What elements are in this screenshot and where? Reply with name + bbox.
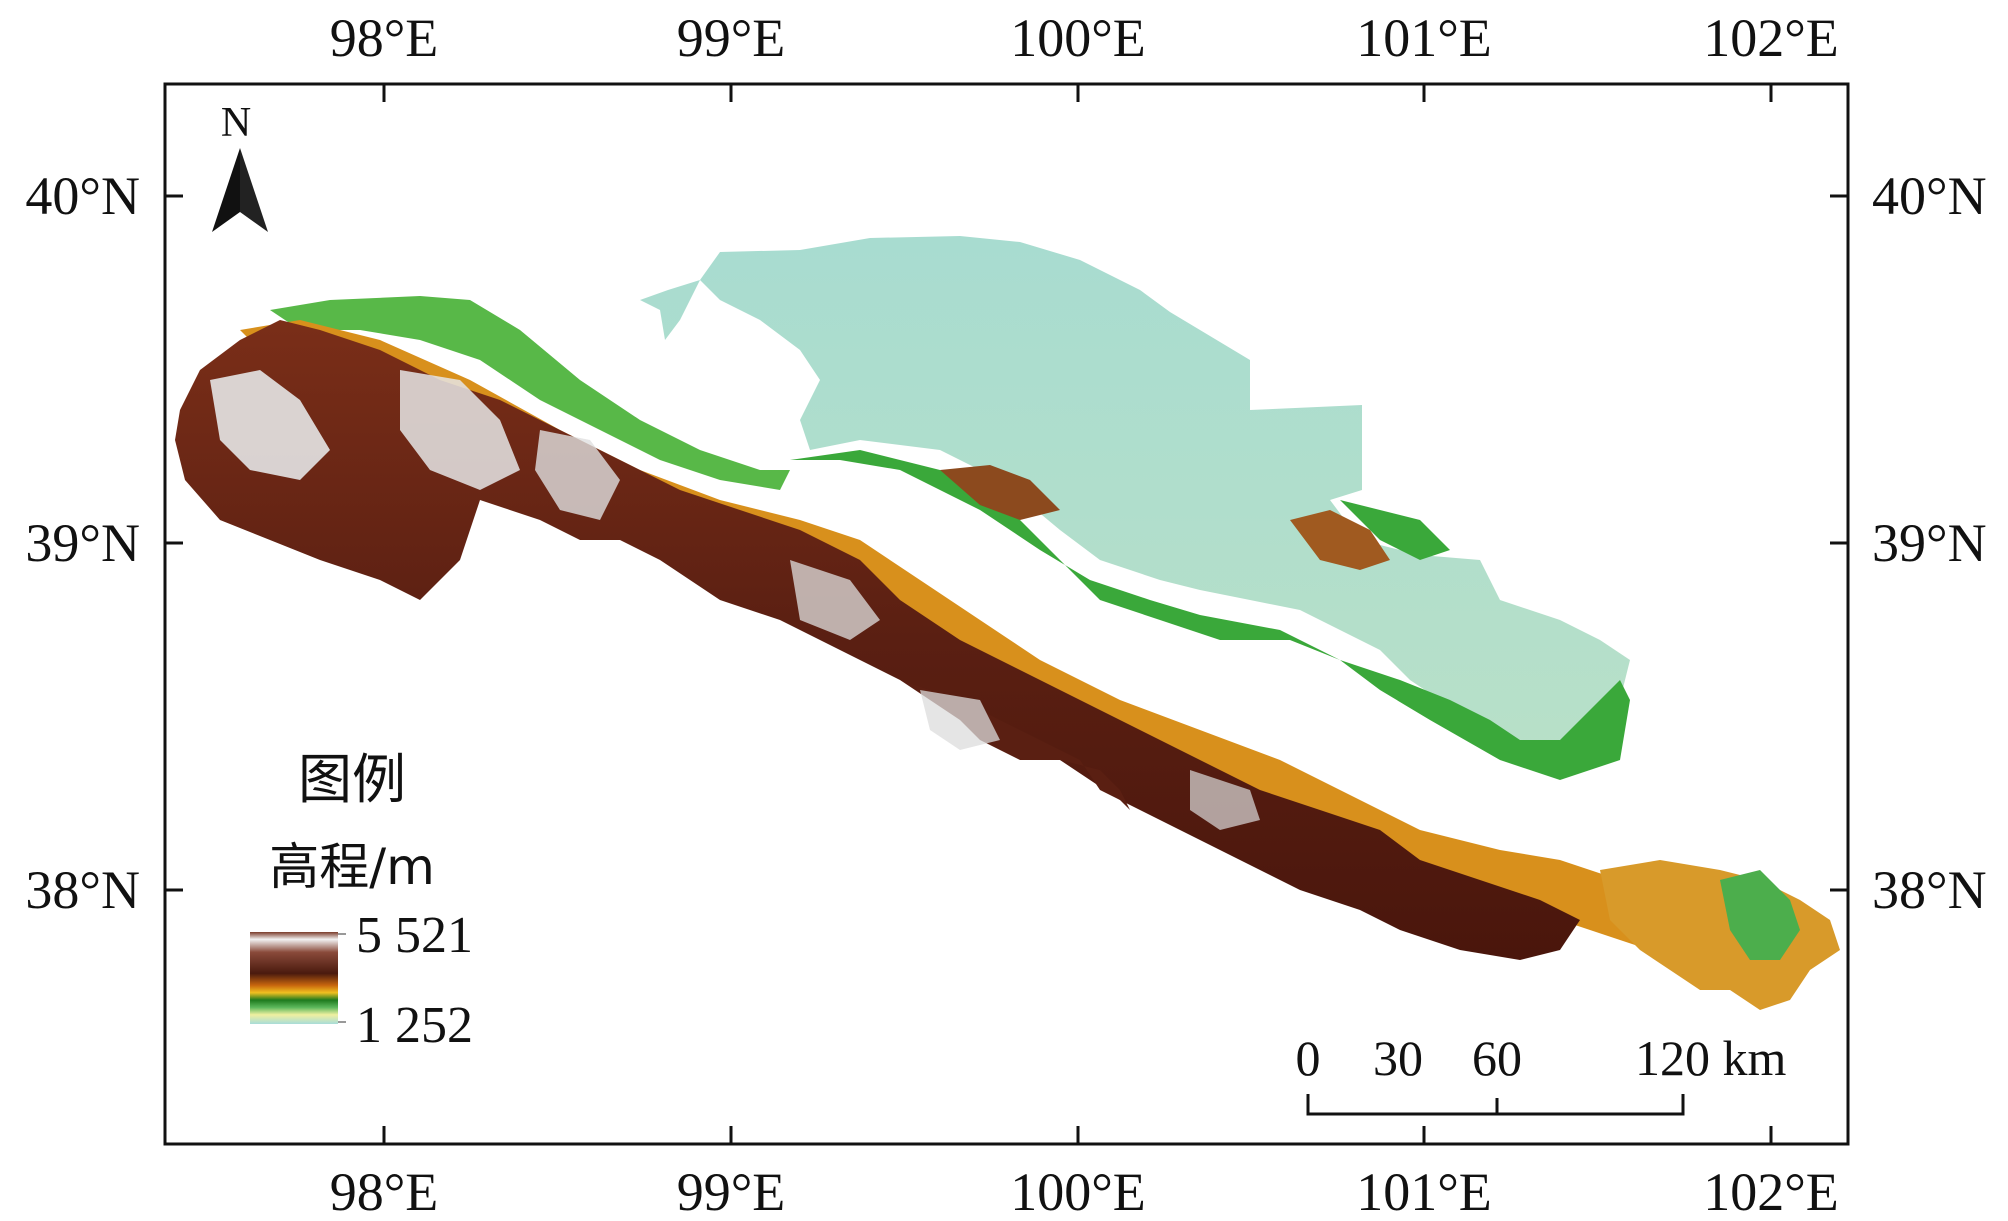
scale-label: 120 km — [1635, 1030, 1787, 1086]
plain-green-patch — [1340, 500, 1450, 560]
north-arrow: N — [212, 100, 268, 232]
east-lobe — [1600, 860, 1840, 1010]
terrain-layer — [175, 236, 1840, 1010]
left-latitude-labels: 40°N 39°N 38°N — [25, 166, 140, 920]
legend-max-label: 5 521 — [356, 907, 473, 964]
lon-label-top: 100°E — [1010, 8, 1146, 68]
central-hill — [940, 465, 1060, 520]
legend-min-label: 1 252 — [356, 997, 473, 1054]
scale-label: 0 — [1296, 1030, 1321, 1086]
lat-label-left: 38°N — [25, 860, 140, 920]
bottom-longitude-labels: 98°E 99°E 100°E 101°E 102°E — [330, 1162, 1839, 1221]
scale-label: 30 — [1373, 1030, 1423, 1086]
lat-label-left: 39°N — [25, 513, 140, 573]
plain-region — [640, 236, 1630, 760]
oasis-west — [270, 296, 790, 490]
lon-label-top: 101°E — [1356, 8, 1492, 68]
lon-label-top: 102°E — [1703, 8, 1839, 68]
oasis-region — [790, 450, 1630, 780]
lon-label-bottom: 100°E — [1010, 1162, 1146, 1221]
lat-label-left: 40°N — [25, 166, 140, 226]
east-lobe-green — [1720, 870, 1800, 960]
lon-label-bottom: 102°E — [1703, 1162, 1839, 1221]
legend-color-ramp — [250, 932, 338, 1024]
lat-label-right: 39°N — [1872, 513, 1987, 573]
scale-label: 60 — [1472, 1030, 1522, 1086]
scale-bar-line — [1306, 1094, 1685, 1116]
north-arrow-icon — [212, 148, 240, 232]
snow-patch-6 — [1190, 770, 1260, 830]
lon-label-top: 98°E — [330, 8, 439, 68]
lat-label-right: 38°N — [1872, 860, 1987, 920]
axis-ticks — [165, 84, 1848, 1144]
snow-patch-1 — [210, 370, 330, 480]
legend: 图例 高程/m 5 521 1 252 — [250, 748, 473, 1054]
lon-label-bottom: 98°E — [330, 1162, 439, 1221]
lat-label-right: 40°N — [1872, 166, 1987, 226]
snow-patch-5 — [920, 690, 1000, 750]
lon-label-top: 99°E — [677, 8, 786, 68]
snow-patch-3 — [535, 430, 620, 520]
legend-title: 图例 — [298, 748, 406, 811]
snow-patch-2 — [400, 370, 520, 490]
top-longitude-labels: 98°E 99°E 100°E 101°E 102°E — [330, 8, 1839, 68]
plain-highland — [1290, 510, 1390, 570]
lon-label-bottom: 101°E — [1356, 1162, 1492, 1221]
right-latitude-labels: 40°N 39°N 38°N — [1872, 166, 1987, 920]
snow-patch-4 — [790, 560, 880, 640]
north-label: N — [221, 100, 251, 146]
legend-subtitle: 高程/m — [269, 838, 435, 896]
lon-label-bottom: 99°E — [677, 1162, 786, 1221]
north-arrow-icon-right — [240, 148, 268, 232]
map-frame — [163, 82, 1850, 1146]
scale-bar: 0 30 60 120 km — [1296, 1030, 1787, 1116]
